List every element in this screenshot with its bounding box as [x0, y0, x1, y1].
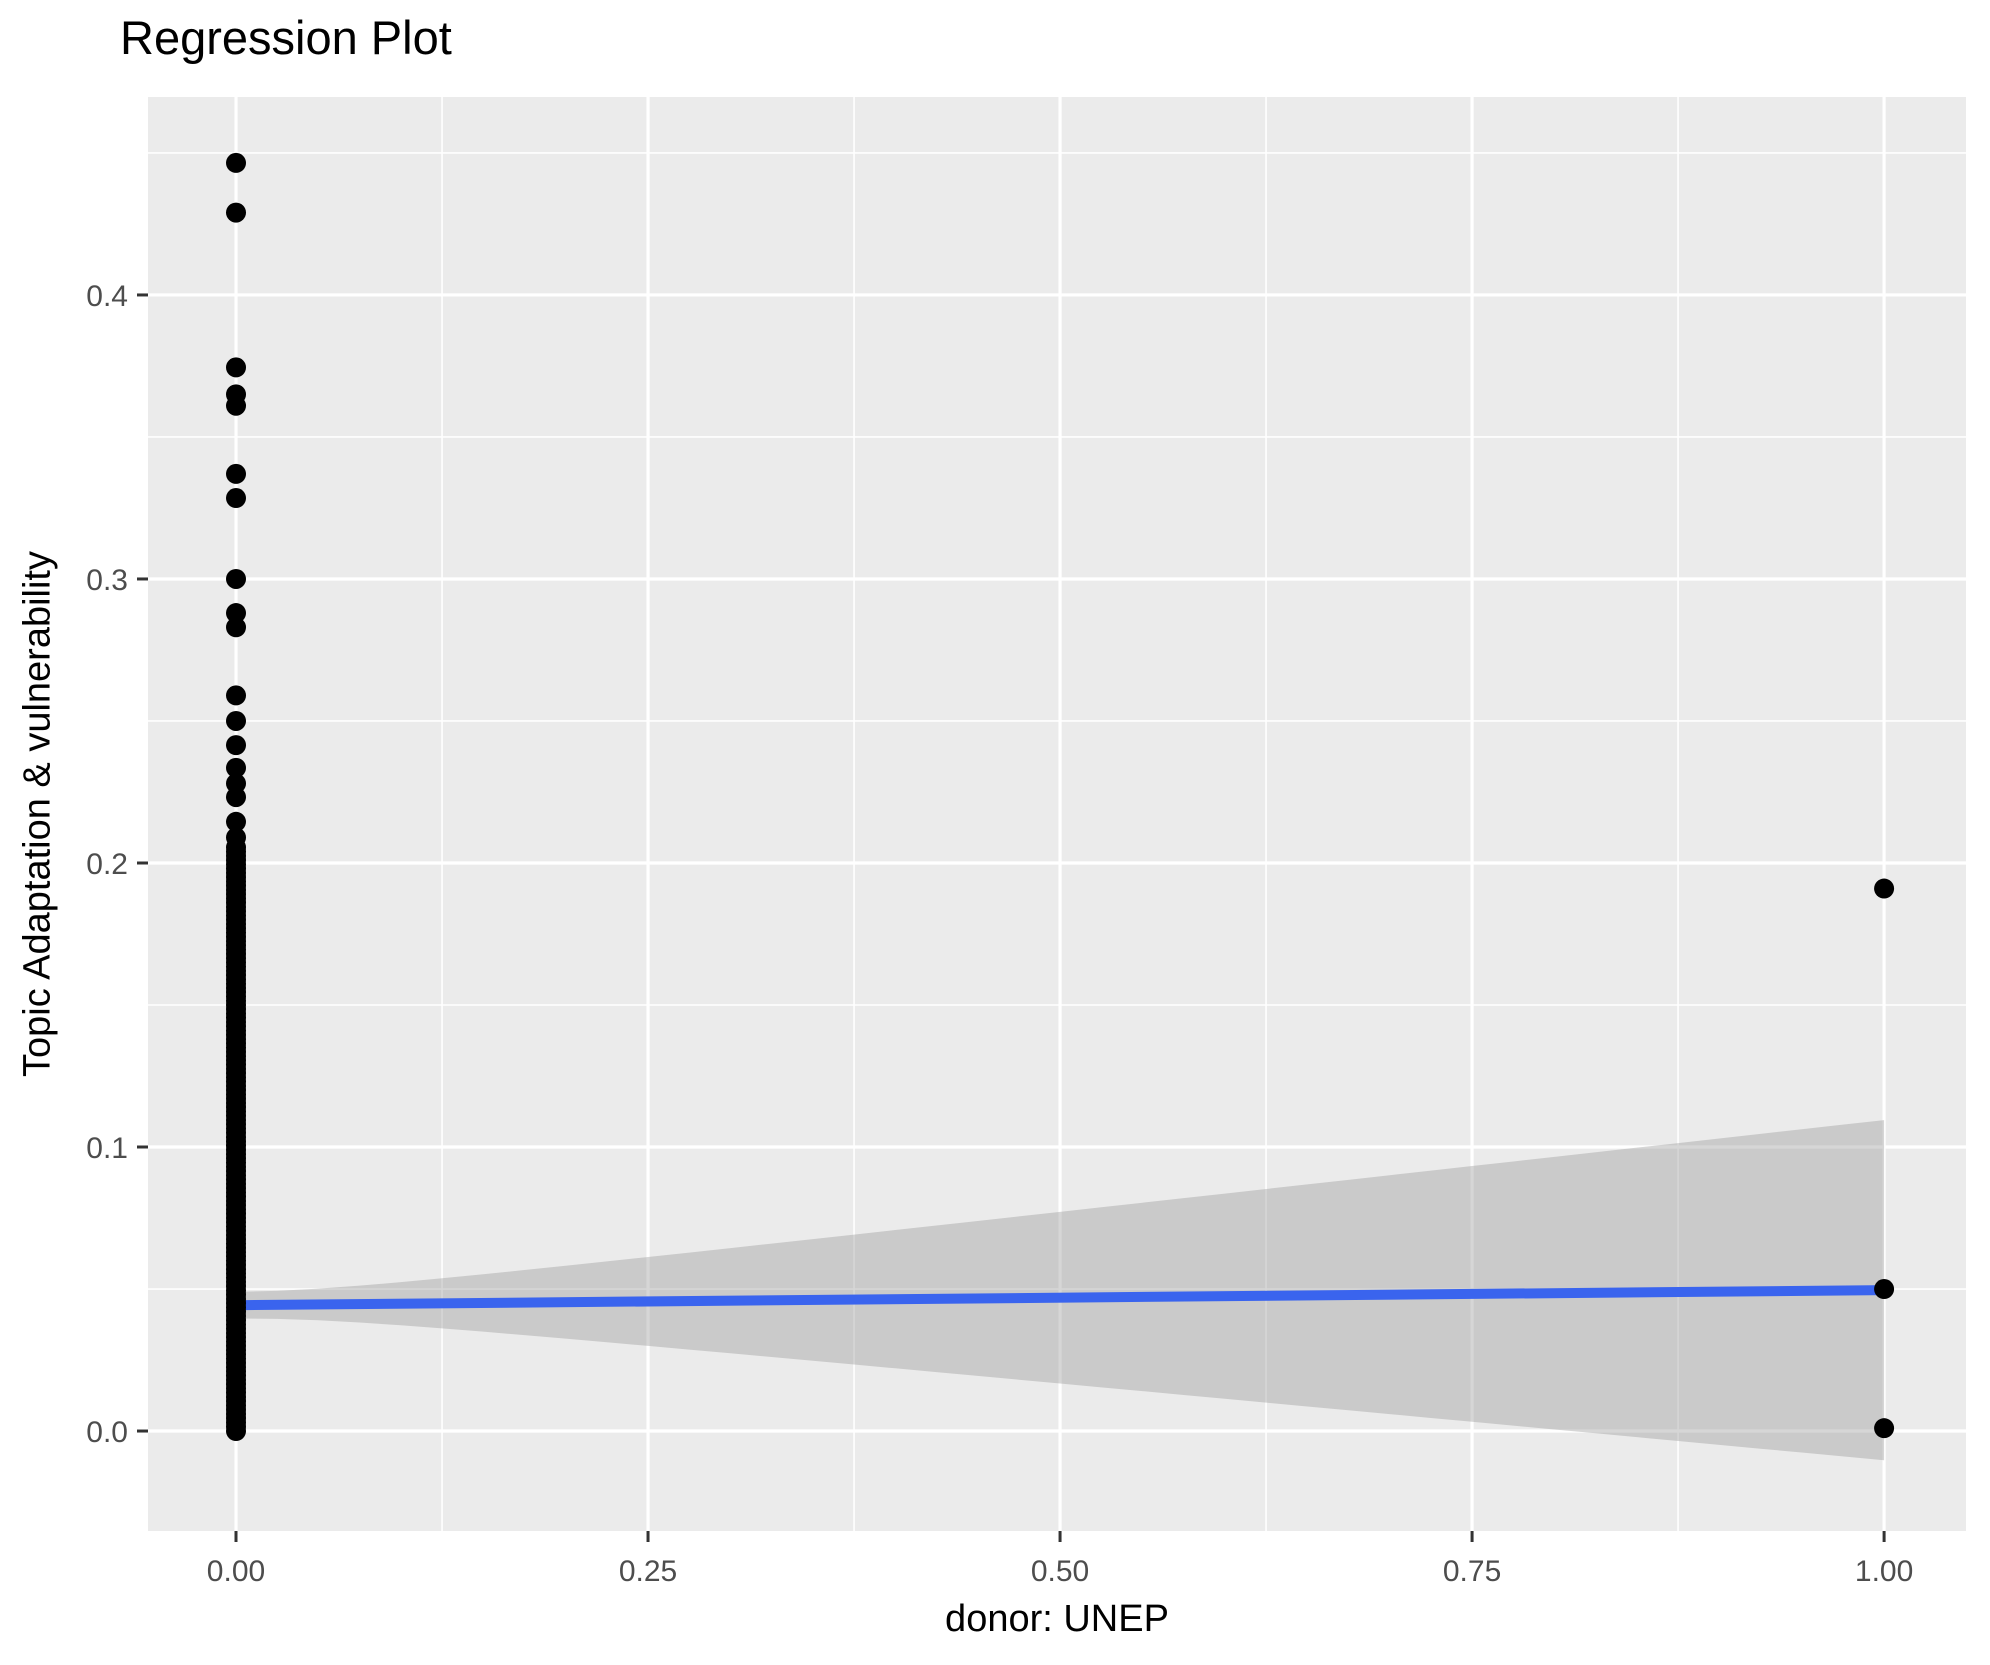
data-point	[226, 463, 247, 484]
data-point	[226, 811, 247, 832]
y-tick-label: 0.4	[86, 280, 128, 313]
data-point	[226, 757, 247, 778]
data-point	[226, 395, 247, 416]
data-point	[226, 685, 247, 706]
data-point	[226, 735, 247, 756]
data-point	[226, 710, 247, 731]
x-tick-label: 0.75	[1443, 1555, 1501, 1588]
data-point	[226, 202, 247, 223]
data-point	[226, 568, 247, 589]
data-point	[226, 617, 247, 638]
x-axis-title: donor: UNEP	[945, 1598, 1169, 1640]
data-point	[1874, 1418, 1895, 1439]
data-point	[1874, 878, 1895, 899]
y-tick-label: 0.3	[86, 564, 128, 597]
y-axis-title: Topic Adaptation & vulnerability	[16, 551, 59, 1077]
confidence-band	[236, 1120, 1885, 1461]
x-tick-label: 1.00	[1855, 1555, 1913, 1588]
chart-title: Regression Plot	[120, 11, 452, 64]
x-tick-label: 0.50	[1031, 1555, 1089, 1588]
data-point	[226, 603, 247, 624]
data-point	[226, 837, 247, 858]
data-point	[226, 357, 247, 378]
regression-line	[235, 1285, 1885, 1311]
data-point	[226, 787, 247, 808]
x-tick-label: 0.25	[619, 1555, 677, 1588]
x-tick-label: 0.00	[207, 1555, 265, 1588]
data-point	[1874, 1279, 1895, 1300]
data-point	[226, 488, 247, 509]
y-tick-label: 0.1	[86, 1132, 128, 1165]
y-tick-label: 0.0	[86, 1416, 128, 1449]
y-tick-label: 0.2	[86, 848, 128, 881]
data-point	[226, 152, 247, 173]
